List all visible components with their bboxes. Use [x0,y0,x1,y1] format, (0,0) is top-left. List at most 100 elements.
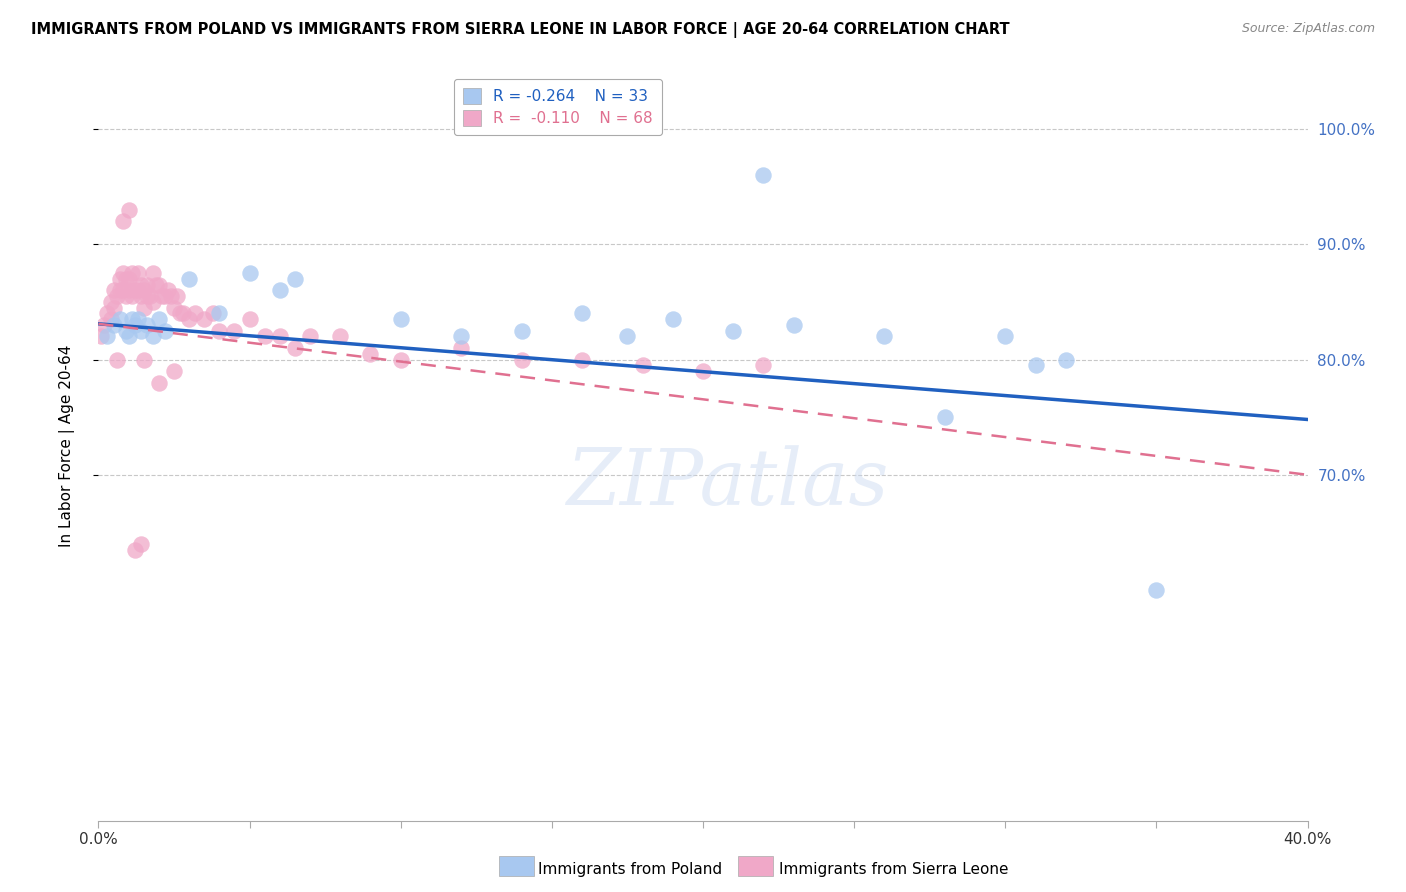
Point [723,324,745,338]
Point [118,202,141,217]
Text: Immigrants from Poland: Immigrants from Poland [538,863,723,877]
Point [100,294,122,309]
Point [103,318,125,332]
Point [160,289,183,303]
Point [224,324,246,338]
Text: Source: ZipAtlas.com: Source: ZipAtlas.com [1241,22,1375,36]
Point [450,329,472,343]
Point [510,352,533,367]
Point [1054,352,1077,367]
Point [150,289,173,303]
Point [994,329,1017,343]
Point [129,324,152,338]
Text: Immigrants from Sierra Leone: Immigrants from Sierra Leone [779,863,1008,877]
Point [153,289,176,303]
Point [616,329,638,343]
Point [103,301,125,315]
Point [148,376,170,390]
Point [166,289,188,303]
Point [129,277,152,292]
Point [124,284,146,298]
Point [169,306,191,320]
Point [172,306,194,320]
Point [127,284,149,298]
Point [148,312,170,326]
Point [132,284,155,298]
Point [571,306,593,320]
Point [132,352,155,367]
Point [124,318,146,332]
Point [631,359,654,373]
Point [661,312,683,326]
Point [163,364,186,378]
Point [163,301,186,315]
Point [934,410,956,425]
Point [873,329,896,343]
Point [132,301,155,315]
Point [111,266,134,280]
Point [752,359,775,373]
Point [299,329,322,343]
Point [202,306,225,320]
Point [111,214,134,228]
Point [156,284,179,298]
Point [121,266,143,280]
Point [1024,359,1046,373]
Point [145,277,167,292]
Point [148,277,170,292]
Point [269,329,291,343]
Point [127,266,149,280]
Point [284,341,307,355]
Point [124,542,146,557]
Point [142,266,165,280]
Point [135,318,157,332]
Point [783,318,806,332]
Point [90,329,112,343]
Point [93,318,115,332]
Point [118,329,141,343]
Point [105,289,128,303]
Point [108,312,131,326]
Point [139,289,162,303]
Text: IMMIGRANTS FROM POLAND VS IMMIGRANTS FROM SIERRA LEONE IN LABOR FORCE | AGE 20-6: IMMIGRANTS FROM POLAND VS IMMIGRANTS FRO… [31,22,1010,38]
Point [571,352,593,367]
Point [360,347,382,361]
Point [114,272,136,286]
Point [103,284,125,298]
Point [752,168,775,182]
Point [269,284,291,298]
Point [1144,583,1167,598]
Point [179,272,201,286]
Legend: R = -0.264    N = 33, R =  -0.110    N = 68: R = -0.264 N = 33, R = -0.110 N = 68 [454,79,662,136]
Text: ZIPatlas: ZIPatlas [567,445,889,522]
Point [284,272,307,286]
Point [179,312,201,326]
Point [100,312,122,326]
Point [96,306,118,320]
Point [208,306,231,320]
Point [142,329,165,343]
Y-axis label: In Labor Force | Age 20-64: In Labor Force | Age 20-64 [59,345,75,547]
Point [111,284,134,298]
Point [510,324,533,338]
Point [105,352,128,367]
Point [142,294,165,309]
Point [108,284,131,298]
Point [389,352,412,367]
Point [135,289,157,303]
Point [114,324,136,338]
Point [96,329,118,343]
Point [108,272,131,286]
Point [127,312,149,326]
Point [153,324,176,338]
Point [135,277,157,292]
Point [239,266,262,280]
Point [184,306,207,320]
Point [193,312,215,326]
Point [450,341,472,355]
Point [253,329,276,343]
Point [129,537,152,551]
Point [118,272,141,286]
Point [121,289,143,303]
Point [114,289,136,303]
